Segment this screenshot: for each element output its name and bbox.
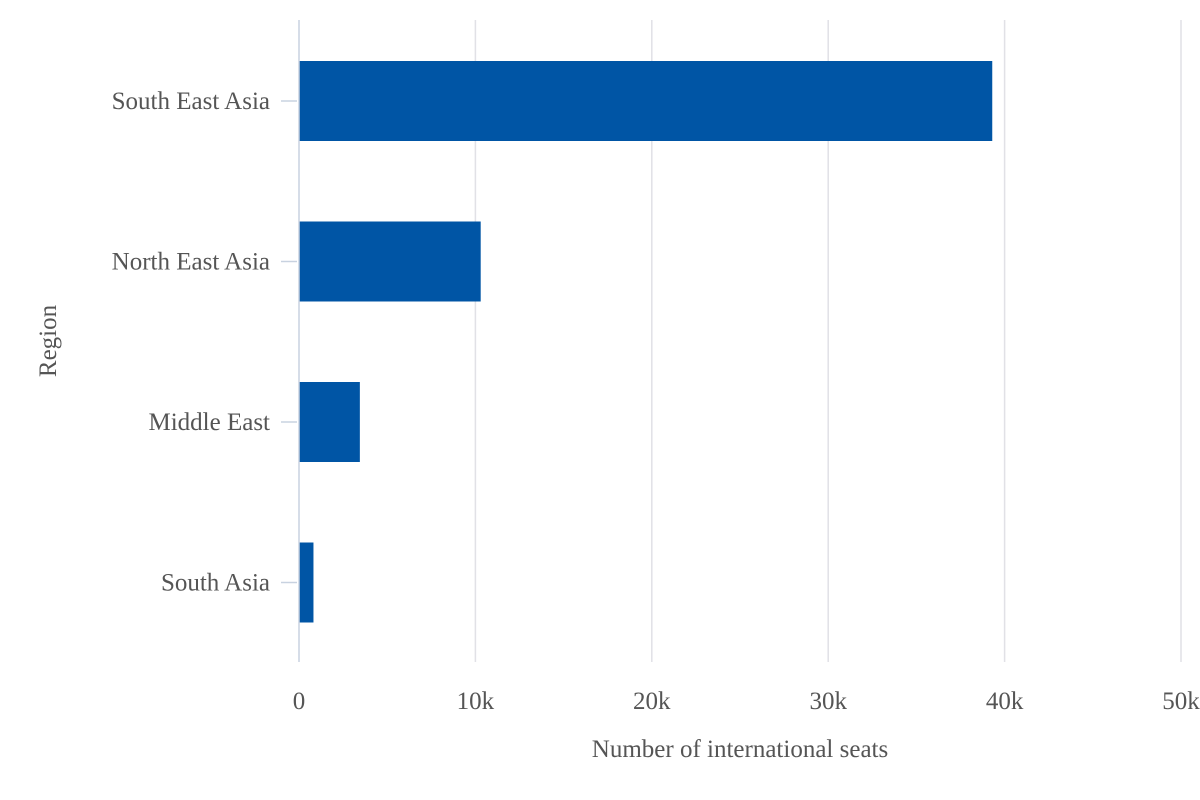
bar: [299, 542, 314, 623]
y-tick-label: Middle East: [148, 409, 270, 436]
x-tick-label: 10k: [457, 688, 495, 715]
x-tick-label: 30k: [809, 688, 847, 715]
y-tick-label: North East Asia: [112, 249, 270, 276]
x-tick-label: 50k: [1162, 688, 1200, 715]
x-axis-title: Number of international seats: [592, 736, 888, 763]
bars: [299, 61, 993, 623]
y-axis-title: Region: [35, 304, 62, 377]
y-tick-label: South East Asia: [112, 88, 270, 115]
y-tick-label: South Asia: [161, 570, 270, 597]
x-tick-label: 40k: [986, 688, 1024, 715]
y-axis-ticks: South East Asia North East Asia Middle Eas…: [112, 88, 297, 597]
bar: [299, 382, 360, 462]
bar: [299, 61, 993, 141]
x-axis-ticks: 0 10k 20k 30k 40k 50k: [293, 688, 1200, 715]
x-tick-label: 20k: [633, 688, 671, 715]
x-tick-label: 0: [293, 688, 306, 715]
bar: [299, 221, 481, 302]
